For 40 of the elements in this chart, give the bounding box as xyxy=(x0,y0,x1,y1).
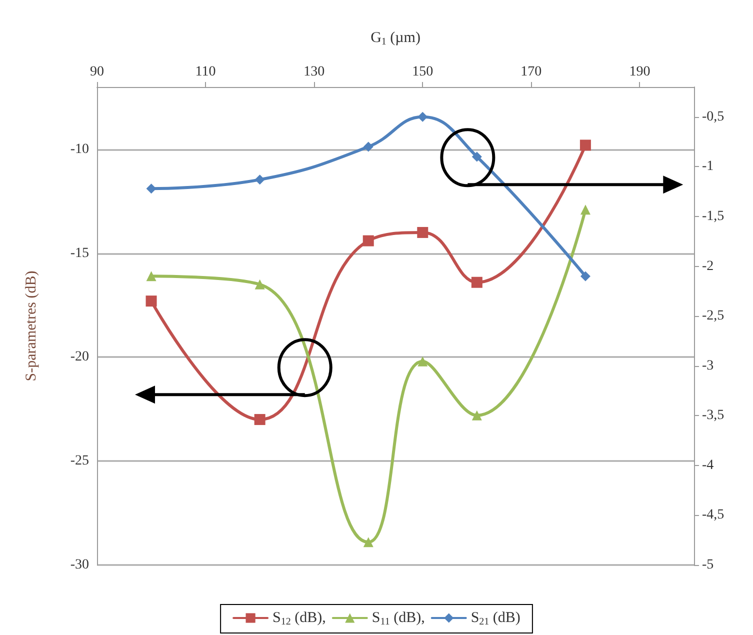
point xyxy=(363,142,374,152)
point xyxy=(254,174,265,185)
y2-tick-label: -4 xyxy=(702,458,714,473)
point xyxy=(146,271,156,282)
point xyxy=(471,276,482,288)
point xyxy=(254,414,266,426)
y2-tick-label: -5 xyxy=(702,558,714,572)
point xyxy=(418,112,428,122)
y2-tick-label: -1 xyxy=(702,159,714,174)
y2-tick-label: -3 xyxy=(702,358,714,374)
point xyxy=(580,140,591,151)
point xyxy=(418,356,428,366)
y-tick-label: -10 xyxy=(70,142,89,157)
y-tick-label: -20 xyxy=(70,350,89,365)
x-tick-label: 130 xyxy=(304,64,325,80)
point xyxy=(417,226,428,238)
x-tick-label: 170 xyxy=(520,64,542,80)
point xyxy=(146,296,157,307)
y-tick-label: -15 xyxy=(70,246,89,261)
point xyxy=(580,204,590,215)
point xyxy=(146,184,156,194)
y-tick-label: -30 xyxy=(70,558,89,572)
y2-tick-label: -3,5 xyxy=(702,408,724,424)
x-tick-label: 110 xyxy=(195,64,216,80)
y-tick-label: -25 xyxy=(70,454,89,469)
x-tick-label: 150 xyxy=(412,64,434,80)
x-tick-label: 190 xyxy=(629,64,650,80)
y2-tick-label: -2 xyxy=(702,258,714,274)
point xyxy=(472,152,482,162)
y2-tick-label: -0,5 xyxy=(702,109,724,124)
point xyxy=(472,410,482,420)
x-tick-label: 90 xyxy=(90,64,104,80)
y2-tick-label: -4,5 xyxy=(702,508,724,523)
point xyxy=(254,279,265,290)
point xyxy=(363,537,374,548)
y-axis-title: S-parametres (dB) xyxy=(24,270,40,382)
y2-tick-label: -1,5 xyxy=(702,208,724,224)
point xyxy=(580,271,590,282)
y2-tick-label: -2,5 xyxy=(702,308,724,324)
point xyxy=(362,235,374,246)
